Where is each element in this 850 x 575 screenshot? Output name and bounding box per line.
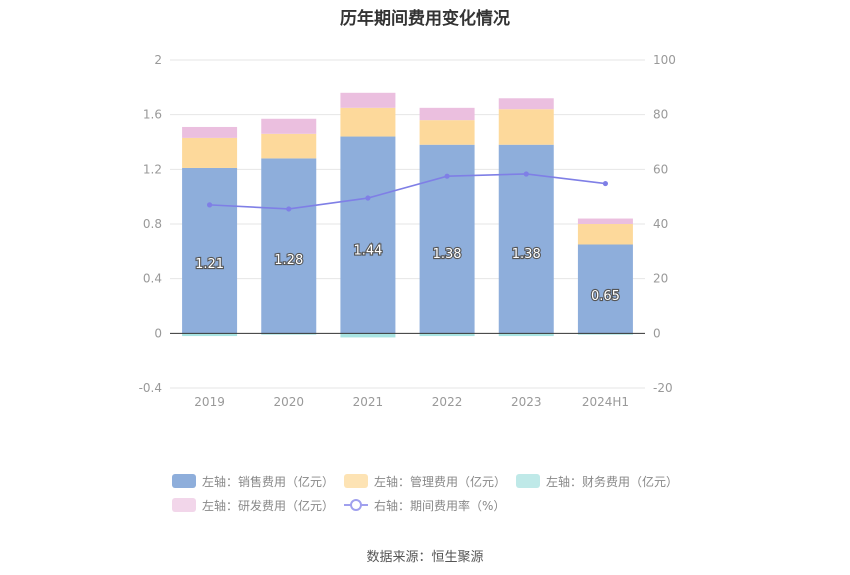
bar-1-2024H1 <box>577 244 633 334</box>
legend-item-rate[interactable]: 右轴：期间费用率（%） <box>344 496 505 514</box>
rate-point <box>444 173 450 179</box>
bar-value-label: 0.65 <box>591 289 620 304</box>
bar-value-label: 1.21 <box>195 257 224 272</box>
right-tick-label: 100 <box>653 53 676 67</box>
right-tick-label: 0 <box>653 326 661 340</box>
right-tick-label: 80 <box>653 108 668 122</box>
legend-item-admin[interactable]: 左轴：管理费用（亿元） <box>344 472 506 490</box>
bar-2-2023 <box>498 109 554 145</box>
bar-3-2022 <box>419 333 475 337</box>
rate-point <box>365 195 371 201</box>
data-source: 数据来源：恒生聚源 <box>366 550 484 565</box>
bar-1-2021 <box>340 136 396 334</box>
left-axis-ticks: -0.4 0 0.4 0.8 1.2 1.6 2 <box>139 53 162 395</box>
bar-4-2020 <box>261 118 317 134</box>
bar-2-2021 <box>340 107 396 137</box>
rate-line-path <box>209 173 606 210</box>
legend-label-admin: 左轴：管理费用（亿元） <box>374 474 507 489</box>
bar-4-2024H1 <box>577 218 633 224</box>
left-tick-label: 2 <box>154 53 162 67</box>
legend-item-rnd[interactable]: 左轴：研发费用（亿元） <box>172 496 334 514</box>
x-axis-ticks: 2019 2020 2021 2022 2023 2024H1 <box>194 395 629 409</box>
legend-swatch-sales <box>172 474 196 488</box>
bar-4-2021 <box>340 92 396 108</box>
x-tick-label: 2019 <box>194 395 225 409</box>
bar-3-2020 <box>261 333 317 335</box>
bars <box>182 92 633 338</box>
bar-value-label: 1.38 <box>433 247 462 262</box>
left-tick-label: 1.6 <box>143 108 162 122</box>
rate-point <box>523 171 529 177</box>
bar-4-2019 <box>182 126 238 138</box>
left-tick-label: 0.8 <box>143 217 162 231</box>
bar-2-2020 <box>261 133 317 159</box>
bar-1-2020 <box>261 158 317 334</box>
bar-1-2019 <box>182 167 238 334</box>
legend-item-finance[interactable]: 左轴：财务费用（亿元） <box>516 472 678 490</box>
rate-point <box>602 180 609 187</box>
x-tick-label: 2024H1 <box>582 395 629 409</box>
grid-lines <box>170 59 645 389</box>
rate-point <box>286 206 292 212</box>
left-tick-label: 1.2 <box>143 162 162 176</box>
x-tick-label: 2023 <box>511 395 542 409</box>
bar-4-2023 <box>498 98 554 110</box>
right-tick-label: 20 <box>653 272 668 286</box>
left-tick-label: 0.4 <box>143 272 162 286</box>
chart-title: 历年期间费用变化情况 <box>340 9 510 29</box>
bar-3-2023 <box>498 333 554 337</box>
bar-2-2022 <box>419 120 475 145</box>
bar-1-2022 <box>419 144 475 334</box>
bar-value-label: 1.38 <box>512 247 541 262</box>
bar-4-2022 <box>419 107 475 121</box>
left-tick-label: -0.4 <box>139 381 162 395</box>
legend-swatch-finance <box>516 474 540 488</box>
legend-swatch-rnd <box>172 498 196 512</box>
legend-swatch-admin <box>344 474 368 488</box>
legend-label-finance: 左轴：财务费用（亿元） <box>546 474 679 489</box>
rate-point <box>206 202 213 208</box>
bar-3-2019 <box>182 333 238 337</box>
legend-label-rate: 右轴：期间费用率（%） <box>374 498 506 513</box>
left-tick-label: 0 <box>154 326 162 340</box>
right-tick-label: -20 <box>653 381 673 395</box>
right-axis-ticks: -20 0 20 40 60 80 100 <box>653 53 676 395</box>
bar-2-2019 <box>182 137 238 168</box>
x-tick-label: 2021 <box>353 395 384 409</box>
right-tick-label: 60 <box>653 162 668 176</box>
bar-value-label: 1.44 <box>353 244 382 259</box>
bar-2-2024H1 <box>577 224 633 245</box>
legend-line-rate-icon <box>344 499 368 511</box>
legend-label-sales: 左轴：销售费用（亿元） <box>202 474 335 489</box>
x-tick-label: 2020 <box>273 395 304 409</box>
bar-3-2021 <box>340 333 396 338</box>
bar-3-2024H1 <box>577 333 633 335</box>
legend-label-rnd: 左轴：研发费用（亿元） <box>202 498 335 513</box>
x-tick-label: 2022 <box>432 395 463 409</box>
rate-line <box>206 171 609 212</box>
right-tick-label: 40 <box>653 217 668 231</box>
legend-item-sales[interactable]: 左轴：销售费用（亿元） <box>172 472 334 490</box>
bar-labels: 1.21 1.28 1.44 1.38 1.38 0.65 <box>194 243 621 306</box>
bar-value-label: 1.28 <box>274 253 303 268</box>
